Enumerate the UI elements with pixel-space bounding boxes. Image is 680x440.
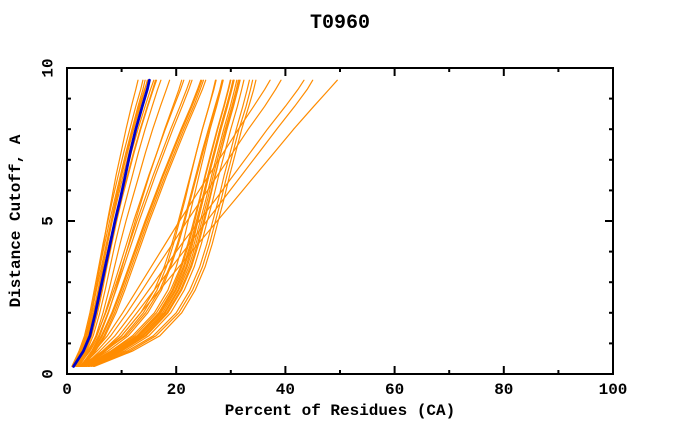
x-tick-label: 60 [385, 381, 404, 399]
model-curves [71, 78, 338, 368]
y-tick-label: 0 [40, 369, 58, 379]
x-axis-title: Percent of Residues (CA) [224, 402, 456, 420]
model-curve [83, 79, 231, 367]
model-curve [82, 79, 207, 367]
model-curve [77, 79, 162, 367]
x-tick-label: 100 [599, 381, 628, 399]
model-curve [87, 79, 241, 367]
model-curve [87, 79, 239, 367]
model-curve [76, 79, 191, 367]
model-curve [83, 79, 314, 367]
x-tick-label: 80 [494, 381, 513, 399]
x-tick-label: 40 [276, 381, 295, 399]
axis-ticks [66, 67, 614, 375]
y-tick-label: 5 [40, 216, 58, 226]
model-curve [71, 79, 144, 367]
chart-title: T0960 [309, 12, 370, 35]
model-curve [92, 79, 254, 367]
model-curve [90, 79, 250, 367]
model-curve [80, 79, 203, 367]
model-curve [77, 79, 193, 367]
highlighted-model-curve [72, 78, 151, 368]
x-tick-label: 20 [167, 381, 186, 399]
model-curve [79, 79, 271, 367]
model-curve [85, 79, 338, 367]
model-curve [86, 79, 238, 367]
model-curve [82, 79, 224, 367]
model-curve [81, 79, 282, 367]
model-curve [81, 79, 205, 367]
model-curve [80, 79, 183, 367]
y-tick-label: 10 [40, 58, 58, 77]
model-curve [84, 79, 235, 367]
model-curve [84, 79, 235, 367]
model-curve [80, 79, 223, 367]
model-curve [93, 79, 257, 367]
model-curve [79, 79, 202, 367]
model-curve [82, 79, 305, 367]
y-axis-title-text: Distance Cutoff, A [7, 134, 25, 308]
x-tick-label: 0 [62, 381, 72, 399]
tick-labels: 0 20 40 60 80 100 0 5 10 [40, 58, 628, 399]
model-curve [78, 79, 171, 367]
model-curve [72, 79, 148, 367]
